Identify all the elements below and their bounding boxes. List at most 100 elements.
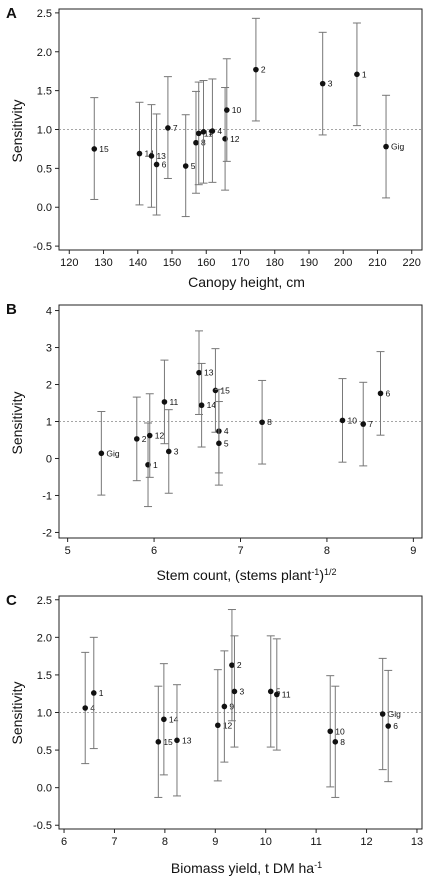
x-axis-label: Canopy height, cm bbox=[188, 274, 305, 290]
data-point bbox=[165, 125, 171, 131]
y-tick-label: 4 bbox=[46, 306, 52, 318]
data-point bbox=[146, 432, 153, 439]
data-point bbox=[91, 146, 98, 152]
point-label: 11 bbox=[282, 689, 291, 699]
data-point bbox=[221, 703, 228, 710]
x-tick-label: 12 bbox=[360, 836, 372, 848]
x-tick-label: 120 bbox=[60, 257, 78, 269]
point-label: 12 bbox=[223, 720, 233, 730]
point-label: 15 bbox=[163, 737, 173, 747]
point-label: 4 bbox=[217, 126, 222, 136]
data-point bbox=[161, 716, 167, 723]
x-tick-label: 160 bbox=[197, 257, 215, 269]
point-label: 13 bbox=[204, 368, 214, 378]
point-label: 2 bbox=[142, 434, 147, 444]
panel-c: C6 7 8 9 10 11 12 13-0.50.00.51.01.52.02.5Sensi… bbox=[6, 592, 423, 876]
y-tick-label: -0.5 bbox=[33, 820, 52, 832]
point-label: 6 bbox=[162, 159, 167, 169]
point-label: 1 bbox=[362, 69, 367, 79]
x-tick-label: 200 bbox=[334, 257, 352, 269]
y-tick-label: 1.5 bbox=[37, 86, 52, 98]
x-tick-label: 180 bbox=[266, 257, 284, 269]
data-point bbox=[360, 421, 367, 427]
data-point bbox=[136, 150, 143, 157]
data-point bbox=[90, 690, 97, 696]
point-label: Gig bbox=[106, 448, 120, 458]
x-axis-label: Biomass yield, t DM ha-1 bbox=[171, 860, 322, 876]
point-label: 12 bbox=[155, 431, 165, 441]
y-tick-label: 1 bbox=[46, 417, 52, 429]
x-tick-label: 8 bbox=[162, 836, 168, 848]
point-label: 3 bbox=[239, 686, 244, 696]
y-tick-label: 0.0 bbox=[37, 202, 52, 214]
point-label: 12 bbox=[230, 134, 240, 144]
data-point bbox=[215, 722, 221, 729]
x-tick-label: 5 bbox=[65, 545, 71, 557]
point-label: 2 bbox=[261, 65, 266, 75]
point-label: 13 bbox=[182, 735, 192, 745]
point-label: 3 bbox=[328, 79, 333, 89]
x-tick-label: 9 bbox=[212, 836, 218, 848]
x-tick-label: 130 bbox=[94, 257, 112, 269]
point-label: 14 bbox=[169, 714, 179, 724]
point-label: 15 bbox=[99, 144, 109, 154]
x-tick-label: 150 bbox=[163, 257, 181, 269]
data-point bbox=[165, 448, 172, 455]
y-tick-label: -2 bbox=[42, 527, 52, 539]
data-point bbox=[327, 728, 334, 735]
y-tick-label: 2.0 bbox=[37, 632, 52, 644]
y-tick-label: 2.0 bbox=[37, 47, 52, 59]
panel-letter: B bbox=[6, 301, 17, 318]
y-tick-label: 0 bbox=[46, 453, 52, 465]
point-label: 14 bbox=[207, 400, 217, 410]
data-point bbox=[198, 402, 205, 409]
y-tick-label: -1 bbox=[42, 490, 52, 502]
data-point bbox=[267, 688, 274, 695]
y-axis-label: Sensitivity bbox=[9, 681, 25, 744]
data-point bbox=[182, 163, 189, 169]
data-point bbox=[174, 737, 180, 744]
point-label: 6 bbox=[386, 388, 391, 398]
panel-letter: A bbox=[6, 5, 17, 22]
point-label: 7 bbox=[173, 123, 178, 133]
data-point bbox=[339, 417, 346, 424]
point-label: 6 bbox=[393, 721, 398, 731]
point-label: 8 bbox=[340, 737, 345, 747]
x-tick-label: 8 bbox=[324, 545, 330, 557]
point-label: 10 bbox=[232, 105, 242, 115]
point-label: 11 bbox=[169, 397, 178, 407]
data-point bbox=[385, 723, 392, 729]
point-label: 5 bbox=[191, 161, 196, 171]
point-label: 4 bbox=[224, 426, 229, 436]
data-point bbox=[224, 107, 230, 113]
point-label: 10 bbox=[335, 726, 345, 736]
point-label: 13 bbox=[156, 151, 166, 161]
data-point bbox=[133, 436, 140, 442]
data-point bbox=[193, 139, 199, 146]
data-point bbox=[195, 130, 202, 137]
point-label: Gig bbox=[391, 142, 405, 152]
point-label: 3 bbox=[174, 446, 179, 456]
x-tick-label: 210 bbox=[368, 257, 386, 269]
data-point bbox=[229, 662, 235, 668]
data-point bbox=[98, 450, 105, 457]
point-label: 2 bbox=[237, 660, 242, 670]
x-tick-label: 7 bbox=[111, 836, 117, 848]
y-axis-label: Sensitivity bbox=[9, 391, 25, 454]
data-point bbox=[319, 80, 326, 87]
x-tick-label: 7 bbox=[237, 545, 243, 557]
point-label: 4 bbox=[90, 703, 95, 713]
data-point bbox=[377, 390, 384, 397]
panel-letter: C bbox=[6, 592, 17, 609]
point-label: 10 bbox=[347, 415, 357, 425]
point-label: 14 bbox=[144, 149, 154, 159]
point-label: 15 bbox=[220, 385, 230, 395]
y-tick-label: 3 bbox=[46, 343, 52, 355]
data-point bbox=[82, 705, 89, 711]
x-tick-label: 140 bbox=[129, 257, 147, 269]
x-tick-label: 11 bbox=[310, 836, 321, 848]
y-tick-label: 0.0 bbox=[37, 783, 52, 795]
